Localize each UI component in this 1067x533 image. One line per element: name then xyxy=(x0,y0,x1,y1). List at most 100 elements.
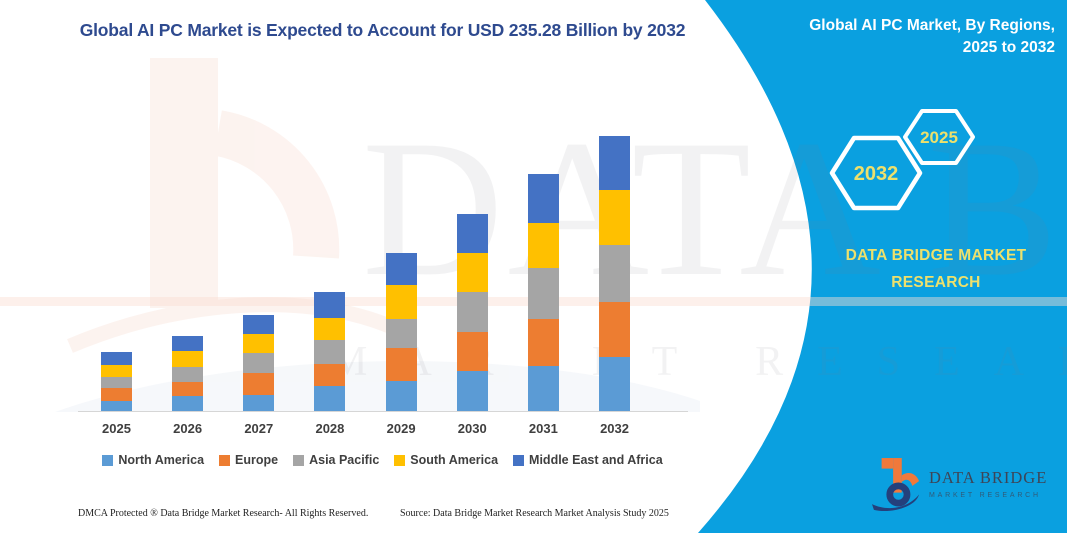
x-axis-label-2028: 2028 xyxy=(315,421,345,436)
logo-sub: MARKET RESEARCH xyxy=(929,492,1041,499)
segment-north-america-2030 xyxy=(456,370,488,412)
watermark-b-bowl xyxy=(213,110,340,259)
logo-text: DATA BRIDGE MARKET RESEARCH xyxy=(929,452,1047,514)
segment-south-america-2029 xyxy=(385,284,417,320)
x-axis-line xyxy=(78,411,688,412)
legend-label-middle-east-and-africa: Middle East and Africa xyxy=(529,453,663,467)
stacked-bar-2028 xyxy=(314,292,346,412)
segment-europe-2026 xyxy=(172,382,204,397)
segment-south-america-2032 xyxy=(599,190,631,246)
segment-asia-pacific-2029 xyxy=(385,319,417,349)
hexagon-2032 xyxy=(829,135,923,211)
segment-asia-pacific-2031 xyxy=(527,268,559,319)
legend-label-asia-pacific: Asia Pacific xyxy=(309,453,380,467)
legend-swatch-north-america xyxy=(102,454,114,466)
legend-item-south-america: South America xyxy=(394,453,498,467)
x-axis-label-2030: 2030 xyxy=(457,421,487,436)
watermark-b-stem xyxy=(150,58,218,308)
segment-europe-2027 xyxy=(243,373,275,396)
x-axis-label-2027: 2027 xyxy=(244,421,274,436)
stacked-bar-2029 xyxy=(385,253,417,412)
legend: North America Europe Asia Pacific South Ame… xyxy=(55,453,710,467)
hexagon-2032-label: 2032 xyxy=(854,163,899,185)
segment-north-america-2031 xyxy=(527,366,559,412)
panel-title: Global AI PC Market, By Regions, 2025 to… xyxy=(775,15,1055,60)
segment-middle-east-and-africa-2030 xyxy=(456,214,488,254)
x-axis-label-2031: 2031 xyxy=(528,421,558,436)
legend-swatch-middle-east-and-africa xyxy=(513,454,525,466)
chart-plot: 2025 2026 2027 2028 2029 2030 2031 2032 xyxy=(101,136,631,436)
x-axis-label-2032: 2032 xyxy=(600,421,629,436)
logo-name: DATA BRIDGE xyxy=(929,468,1048,487)
legend-label-south-america: South America xyxy=(410,453,499,467)
segment-europe-2032 xyxy=(599,302,631,357)
chart-title: Global AI PC Market is Expected to Accou… xyxy=(79,20,686,40)
segment-europe-2030 xyxy=(456,331,488,371)
segment-north-america-2026 xyxy=(172,396,204,412)
segment-asia-pacific-2027 xyxy=(243,352,275,374)
segment-middle-east-and-africa-2032 xyxy=(599,136,631,191)
stacked-bar-2026 xyxy=(172,335,204,412)
segment-south-america-2027 xyxy=(243,333,275,353)
stacked-bar-2032 xyxy=(599,136,631,412)
blue-panel-shape xyxy=(698,0,1067,533)
panel-brand-line2: RESEARCH xyxy=(891,273,981,291)
x-axis-label-2029: 2029 xyxy=(386,421,416,436)
legend-item-middle-east-and-africa: Middle East and Africa xyxy=(513,453,663,467)
segment-asia-pacific-2032 xyxy=(599,245,631,302)
watermark-swoosh-peach xyxy=(67,297,404,353)
legend-label-north-america: North America xyxy=(118,453,205,467)
legend-swatch-europe xyxy=(219,454,231,466)
segment-south-america-2026 xyxy=(172,351,204,368)
stacked-bar-2025 xyxy=(101,352,132,412)
hexagon-2025-label: 2025 xyxy=(920,128,958,147)
legend-item-europe: Europe xyxy=(219,453,278,467)
segment-asia-pacific-2025 xyxy=(101,377,132,389)
segment-north-america-2028 xyxy=(314,385,346,412)
watermark-sub-text: MARKET RESEARCH xyxy=(330,339,1067,385)
segment-asia-pacific-2026 xyxy=(172,367,204,383)
footer-source-text: Source: Data Bridge Market Research Mark… xyxy=(400,508,669,519)
segment-middle-east-and-africa-2031 xyxy=(527,174,559,223)
hexagon-2025 xyxy=(903,109,975,165)
segment-north-america-2032 xyxy=(599,357,631,412)
legend-swatch-south-america xyxy=(394,454,406,466)
stacked-bar-2027 xyxy=(243,314,275,412)
x-axis-label-2025: 2025 xyxy=(102,421,131,436)
footer-dmca-text: DMCA Protected ® Data Bridge Market Rese… xyxy=(78,508,369,519)
segment-south-america-2025 xyxy=(101,365,132,378)
segment-south-america-2031 xyxy=(527,222,559,269)
stacked-bar-2031 xyxy=(527,174,559,412)
segment-europe-2029 xyxy=(385,348,417,382)
segment-europe-2031 xyxy=(527,318,559,366)
panel-title-line1: Global AI PC Market, By Regions, xyxy=(809,17,1055,34)
segment-middle-east-and-africa-2027 xyxy=(243,314,275,334)
segment-south-america-2030 xyxy=(456,253,488,293)
company-logo: DATA BRIDGE MARKET RESEARCH xyxy=(872,452,1047,514)
panel-brand-text: DATA BRIDGE MARKET RESEARCH xyxy=(818,243,1054,296)
segment-middle-east-and-africa-2028 xyxy=(314,292,346,319)
legend-item-asia-pacific: Asia Pacific xyxy=(293,453,379,467)
panel-title-line2: 2025 to 2032 xyxy=(962,39,1055,57)
segment-south-america-2028 xyxy=(314,318,346,340)
segment-europe-2028 xyxy=(314,364,346,386)
segment-north-america-2029 xyxy=(385,381,417,412)
stacked-bar-2030 xyxy=(456,214,488,412)
segment-middle-east-and-africa-2025 xyxy=(101,352,132,366)
segment-middle-east-and-africa-2026 xyxy=(172,335,204,352)
segment-north-america-2027 xyxy=(243,395,275,412)
segment-europe-2025 xyxy=(101,388,132,402)
legend-label-europe: Europe xyxy=(235,453,279,467)
legend-swatch-asia-pacific xyxy=(293,454,305,466)
segment-asia-pacific-2028 xyxy=(314,339,346,365)
panel-brand-line1: DATA BRIDGE MARKET xyxy=(845,247,1027,264)
segment-asia-pacific-2030 xyxy=(456,292,488,332)
legend-item-north-america: North America xyxy=(102,453,204,467)
segment-north-america-2025 xyxy=(101,401,132,412)
data-bridge-logo-icon xyxy=(872,458,920,512)
segment-middle-east-and-africa-2029 xyxy=(385,253,417,285)
x-axis-label-2026: 2026 xyxy=(173,421,203,436)
